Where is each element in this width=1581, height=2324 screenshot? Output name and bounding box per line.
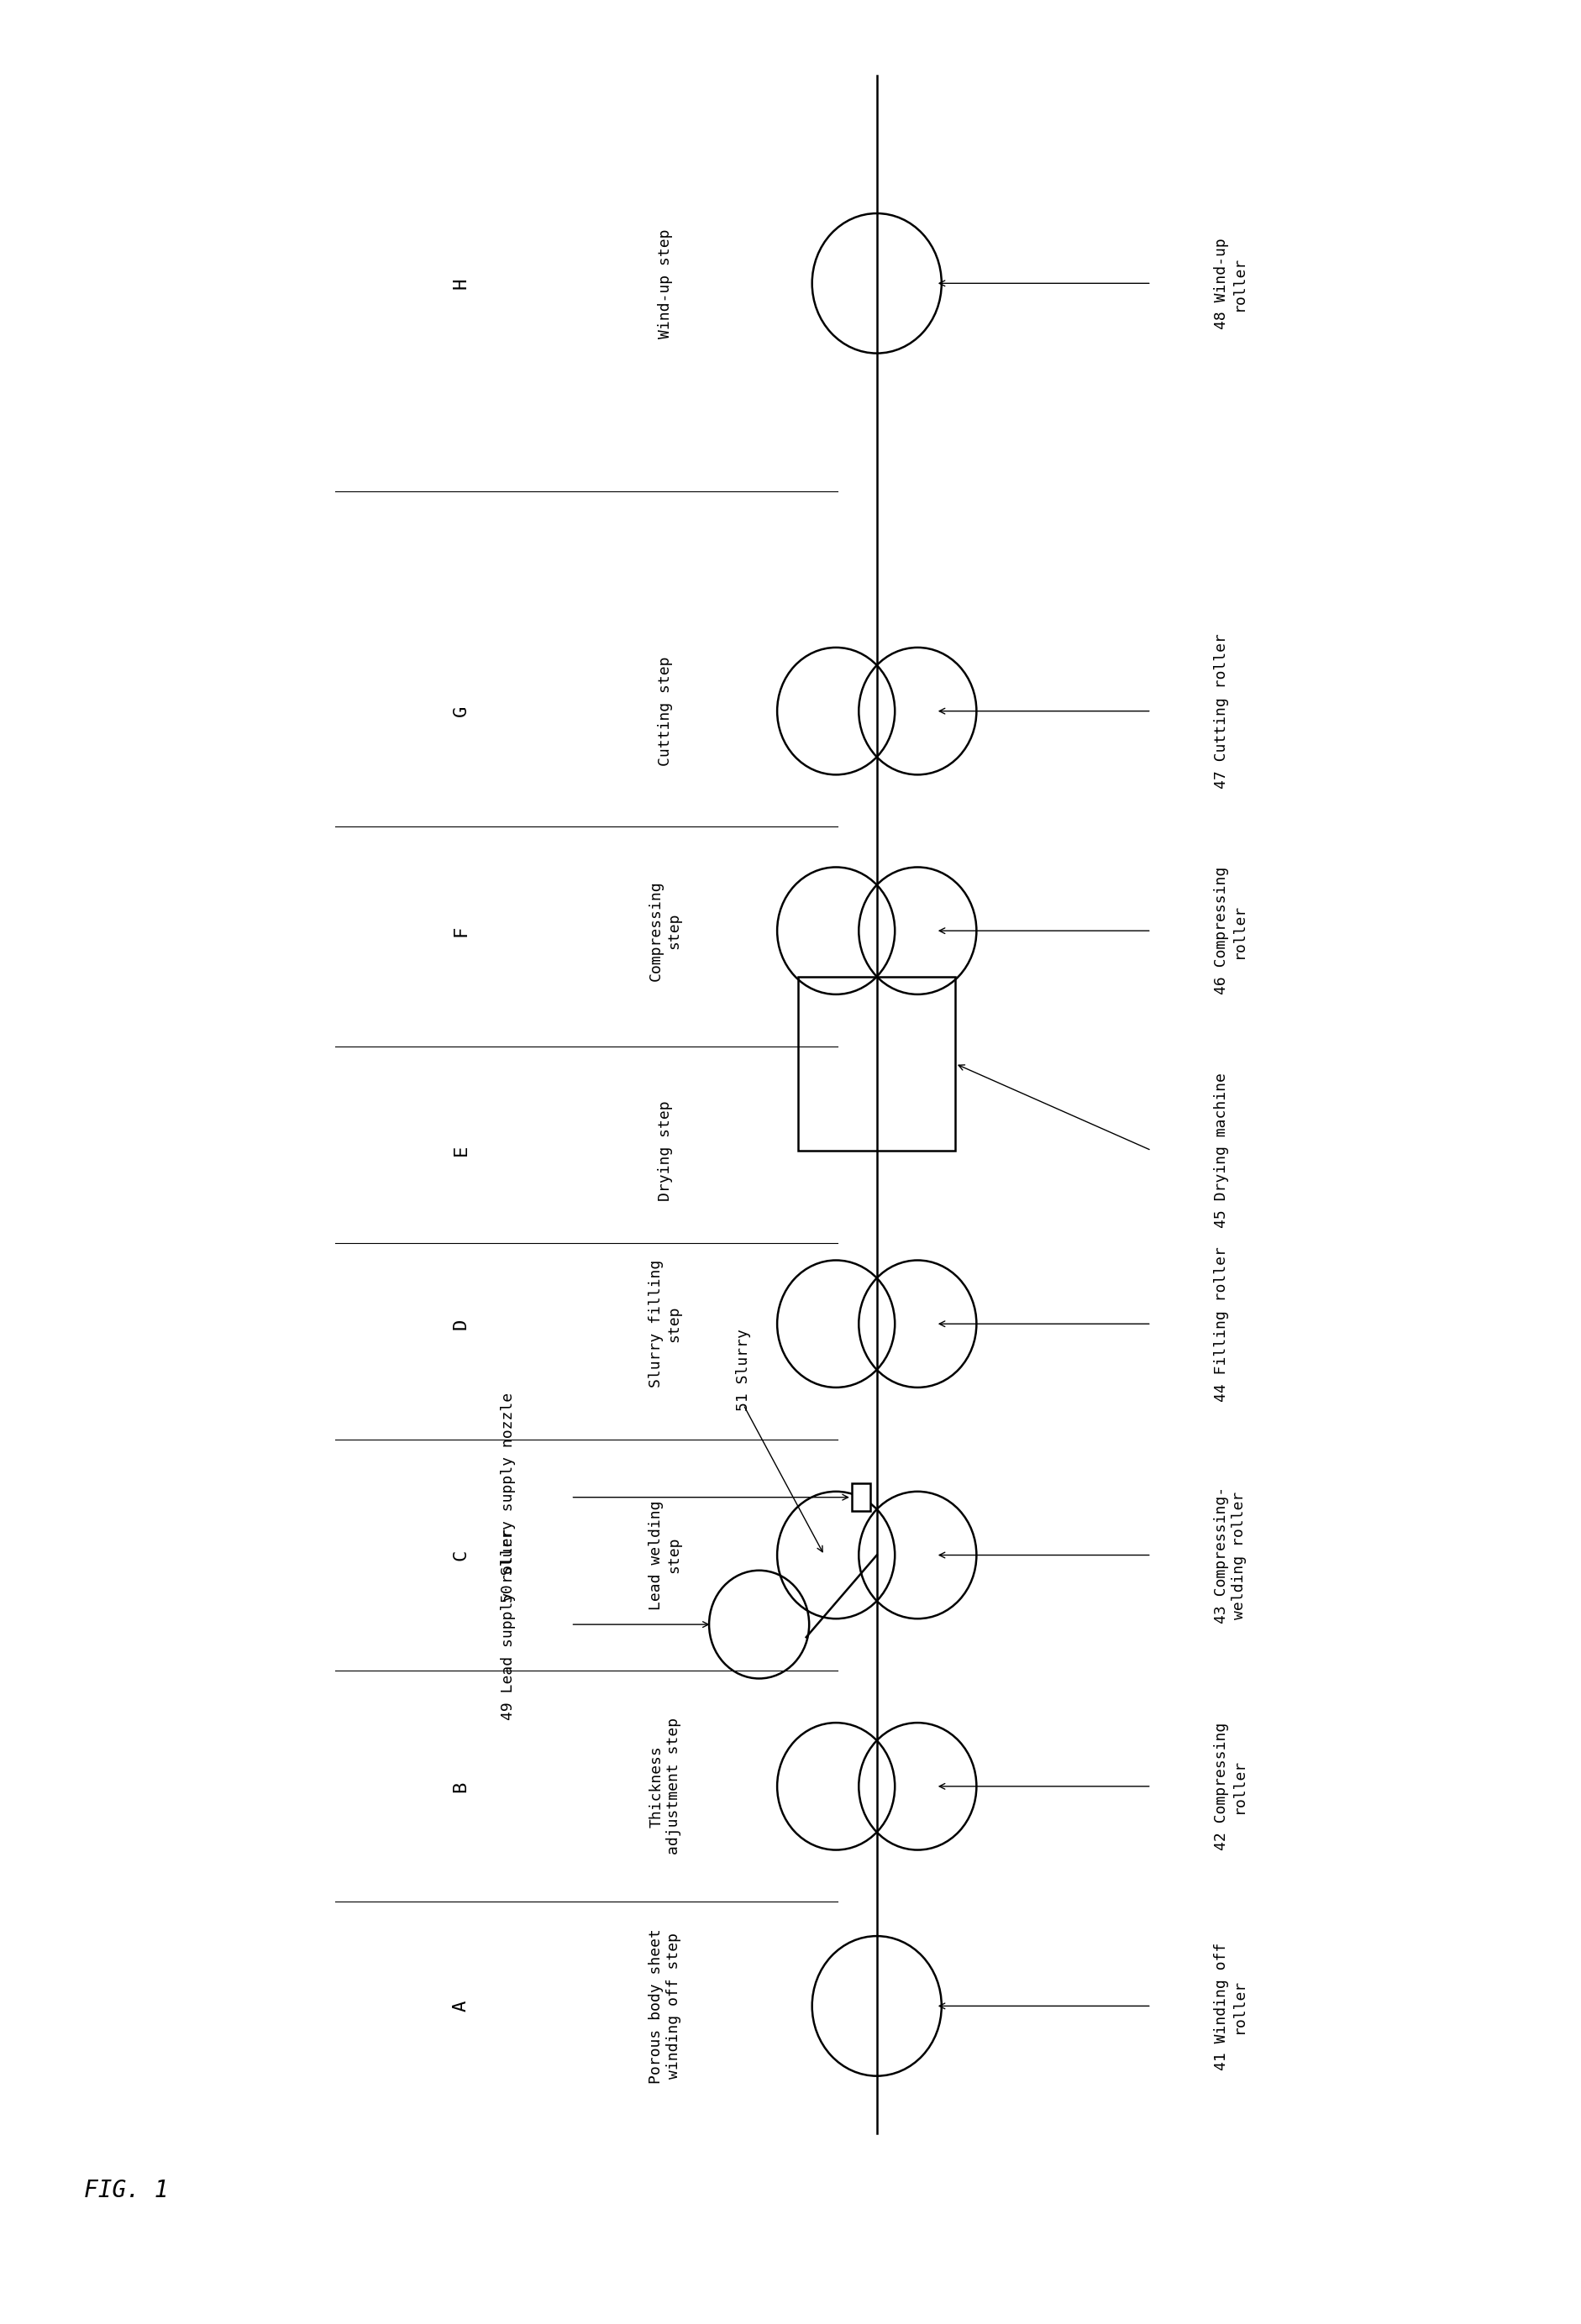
Text: F: F bbox=[452, 925, 470, 937]
Text: Lead welding
step: Lead welding step bbox=[648, 1501, 681, 1611]
Text: 43 Compressing-
welding roller: 43 Compressing- welding roller bbox=[1214, 1487, 1247, 1624]
Text: Porous body sheet
winding off step: Porous body sheet winding off step bbox=[648, 1929, 681, 2085]
Text: E: E bbox=[452, 1146, 470, 1155]
Text: Wind-up step: Wind-up step bbox=[658, 228, 672, 337]
Text: Slurry filling
step: Slurry filling step bbox=[648, 1260, 681, 1387]
Text: Drying step: Drying step bbox=[658, 1099, 672, 1202]
Text: G: G bbox=[452, 706, 470, 716]
Text: 50 Slurry supply nozzle: 50 Slurry supply nozzle bbox=[501, 1392, 515, 1601]
Text: 46 Compressing
roller: 46 Compressing roller bbox=[1214, 867, 1247, 995]
Text: 44 Filling roller: 44 Filling roller bbox=[1214, 1246, 1230, 1401]
Text: 42 Compressing
roller: 42 Compressing roller bbox=[1214, 1722, 1247, 1850]
Text: 45 Drying machine: 45 Drying machine bbox=[1214, 1074, 1230, 1227]
Text: 41 Winding off
roller: 41 Winding off roller bbox=[1214, 1943, 1247, 2071]
Text: FIG. 1: FIG. 1 bbox=[84, 2180, 169, 2203]
Text: 49 Lead supply roller: 49 Lead supply roller bbox=[501, 1529, 515, 1720]
Bar bbox=[798, 976, 955, 1150]
Text: 48 Wind-up
roller: 48 Wind-up roller bbox=[1214, 237, 1247, 330]
Text: H: H bbox=[452, 277, 470, 288]
Text: A: A bbox=[452, 2001, 470, 2013]
Text: 51 Slurry: 51 Slurry bbox=[735, 1329, 751, 1411]
Text: Cutting step: Cutting step bbox=[658, 655, 672, 767]
Text: Thickness
adjustment step: Thickness adjustment step bbox=[648, 1717, 681, 1855]
Text: C: C bbox=[452, 1550, 470, 1562]
Text: Compressing
step: Compressing step bbox=[648, 881, 681, 981]
Bar bbox=[852, 1483, 871, 1511]
Text: D: D bbox=[452, 1318, 470, 1329]
Text: B: B bbox=[452, 1780, 470, 1792]
Text: 47 Cutting roller: 47 Cutting roller bbox=[1214, 634, 1230, 788]
